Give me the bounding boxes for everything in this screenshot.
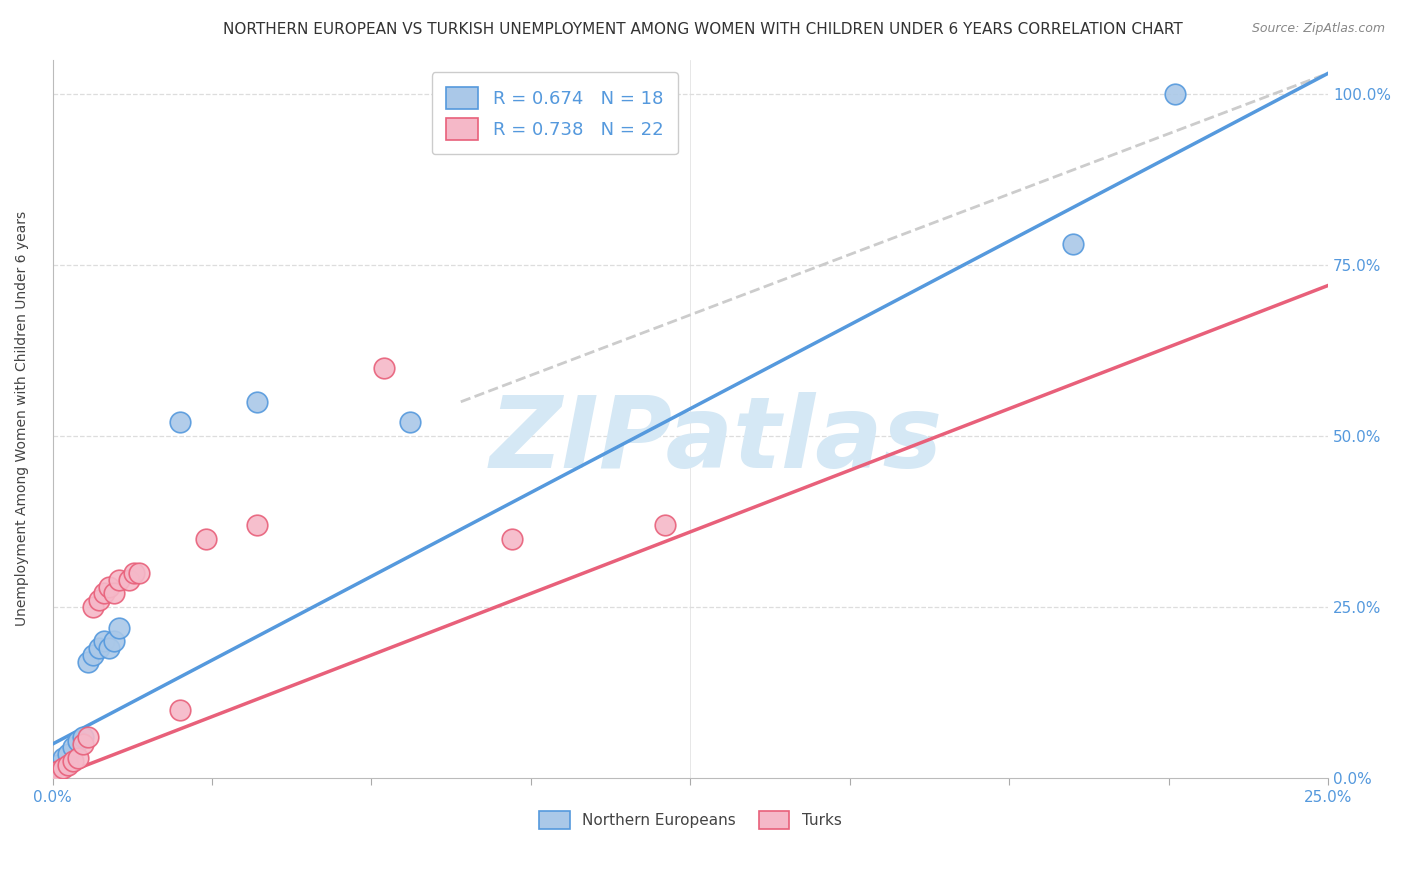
Point xyxy=(87,593,110,607)
Point xyxy=(1164,87,1187,101)
Point xyxy=(108,621,131,635)
Point xyxy=(103,634,125,648)
Point xyxy=(108,573,131,587)
Text: ZIPatlas: ZIPatlas xyxy=(489,392,942,489)
Point xyxy=(52,750,75,764)
Point xyxy=(52,761,75,775)
Point xyxy=(67,733,90,747)
Point xyxy=(246,518,269,533)
Point xyxy=(87,641,110,656)
Point xyxy=(1062,237,1084,252)
Point xyxy=(56,747,79,762)
Point xyxy=(62,740,84,755)
Point xyxy=(93,586,115,600)
Y-axis label: Unemployment Among Women with Children Under 6 years: Unemployment Among Women with Children U… xyxy=(15,211,30,626)
Point xyxy=(398,415,420,429)
Point xyxy=(77,655,100,669)
Point xyxy=(118,573,141,587)
Point xyxy=(97,641,120,656)
Point xyxy=(246,394,269,409)
Point xyxy=(67,750,90,764)
Point xyxy=(82,600,104,615)
Point xyxy=(194,532,217,546)
Point xyxy=(46,764,69,779)
Point xyxy=(169,703,191,717)
Point xyxy=(654,518,676,533)
Point xyxy=(122,566,145,580)
Point xyxy=(97,580,120,594)
Point xyxy=(373,360,395,375)
Point xyxy=(103,586,125,600)
Point xyxy=(46,757,69,772)
Legend: Northern Europeans, Turks: Northern Europeans, Turks xyxy=(533,805,848,835)
Text: NORTHERN EUROPEAN VS TURKISH UNEMPLOYMENT AMONG WOMEN WITH CHILDREN UNDER 6 YEAR: NORTHERN EUROPEAN VS TURKISH UNEMPLOYMEN… xyxy=(224,22,1182,37)
Point xyxy=(93,634,115,648)
Point xyxy=(128,566,150,580)
Point xyxy=(77,730,100,744)
Point xyxy=(501,532,523,546)
Point xyxy=(82,648,104,662)
Point xyxy=(72,730,94,744)
Text: Source: ZipAtlas.com: Source: ZipAtlas.com xyxy=(1251,22,1385,36)
Point xyxy=(56,757,79,772)
Point xyxy=(62,754,84,768)
Point xyxy=(169,415,191,429)
Point xyxy=(72,737,94,751)
